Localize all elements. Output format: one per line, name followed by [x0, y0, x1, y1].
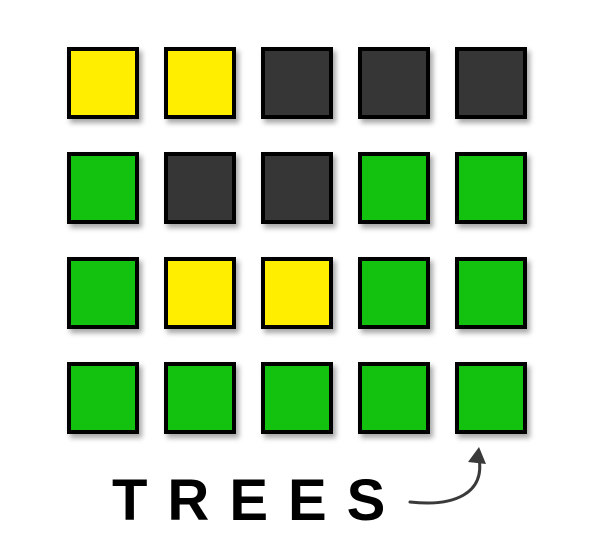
- tile-present: [164, 257, 236, 329]
- tile-correct: [455, 362, 527, 434]
- tile-correct: [261, 362, 333, 434]
- tile-absent: [455, 47, 527, 119]
- answer-word: TREES: [112, 468, 406, 533]
- tile-present: [67, 47, 139, 119]
- tile-correct: [67, 362, 139, 434]
- tile-correct: [358, 152, 430, 224]
- tile-present: [164, 47, 236, 119]
- tile-absent: [164, 152, 236, 224]
- tile-absent: [261, 47, 333, 119]
- tile-absent: [261, 152, 333, 224]
- tile-correct: [164, 362, 236, 434]
- tile-correct: [358, 257, 430, 329]
- tile-correct: [455, 257, 527, 329]
- tile-present: [261, 257, 333, 329]
- tile-correct: [67, 257, 139, 329]
- curved-arrow-icon: [408, 447, 486, 505]
- tile-correct: [358, 362, 430, 434]
- tile-correct: [67, 152, 139, 224]
- tile-absent: [358, 47, 430, 119]
- tile-correct: [455, 152, 527, 224]
